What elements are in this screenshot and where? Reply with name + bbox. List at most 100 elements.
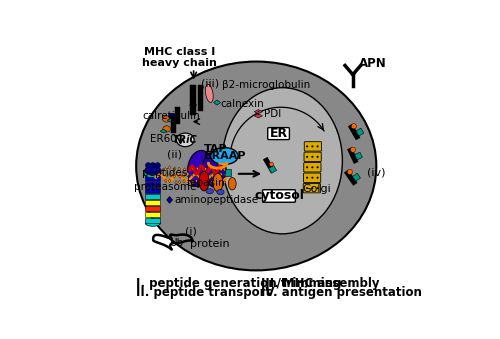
Text: PDI: PDI (264, 109, 281, 119)
Text: (iii): (iii) (202, 79, 220, 89)
Bar (146, 218, 160, 223)
Ellipse shape (168, 113, 176, 118)
Polygon shape (170, 172, 172, 177)
Circle shape (270, 162, 274, 166)
Ellipse shape (213, 173, 223, 192)
Bar (198, 85, 202, 111)
Bar (146, 212, 160, 217)
Bar (190, 85, 196, 115)
Circle shape (316, 156, 318, 158)
Ellipse shape (206, 189, 214, 194)
FancyBboxPatch shape (304, 173, 320, 182)
Circle shape (351, 124, 356, 129)
Polygon shape (220, 168, 222, 171)
Polygon shape (174, 167, 176, 171)
Circle shape (154, 163, 160, 168)
Text: I. peptide generation/trimming: I. peptide generation/trimming (136, 277, 342, 290)
Ellipse shape (136, 62, 376, 271)
Polygon shape (204, 167, 207, 171)
Text: aminopeptidase: aminopeptidase (174, 195, 258, 205)
Circle shape (348, 170, 352, 175)
Polygon shape (196, 167, 198, 171)
FancyBboxPatch shape (262, 190, 296, 202)
Text: Ub: Ub (170, 238, 183, 248)
Polygon shape (210, 167, 212, 170)
Polygon shape (213, 172, 216, 176)
FancyBboxPatch shape (303, 183, 320, 193)
Ellipse shape (163, 126, 170, 132)
Circle shape (312, 177, 314, 179)
Text: proteasome: proteasome (134, 182, 196, 192)
Polygon shape (183, 168, 186, 171)
Ellipse shape (202, 152, 226, 187)
Bar (258, 111, 259, 113)
Text: ERAAP: ERAAP (204, 151, 245, 161)
Circle shape (306, 166, 308, 168)
Circle shape (306, 145, 308, 147)
Circle shape (312, 145, 314, 147)
Polygon shape (191, 167, 194, 171)
Polygon shape (178, 174, 182, 178)
Text: peptides: peptides (142, 167, 187, 178)
Polygon shape (224, 173, 228, 177)
Bar (175, 107, 180, 124)
Bar (356, 128, 364, 136)
Ellipse shape (222, 88, 342, 234)
Polygon shape (165, 173, 168, 177)
Polygon shape (167, 118, 174, 122)
Bar (146, 194, 160, 199)
Polygon shape (166, 197, 172, 203)
Text: ER: ER (270, 127, 287, 140)
Bar (263, 157, 275, 173)
FancyBboxPatch shape (268, 127, 289, 140)
Polygon shape (223, 168, 226, 171)
Polygon shape (173, 174, 176, 178)
Polygon shape (186, 172, 190, 177)
Text: II. peptide transport: II. peptide transport (136, 286, 272, 299)
Text: calnexin: calnexin (220, 99, 264, 109)
Text: III. MHC assembly: III. MHC assembly (262, 277, 380, 290)
Bar (146, 176, 160, 181)
Polygon shape (168, 179, 171, 183)
Circle shape (146, 163, 151, 168)
Text: tapasin: tapasin (187, 178, 226, 188)
Ellipse shape (228, 177, 236, 190)
Text: TRiC: TRiC (173, 135, 198, 145)
Text: cytosol: cytosol (254, 190, 304, 202)
Polygon shape (254, 114, 262, 118)
Text: calreticulin: calreticulin (142, 111, 201, 121)
Text: ER60: ER60 (150, 134, 176, 143)
Bar (146, 200, 160, 205)
Polygon shape (210, 180, 212, 184)
Polygon shape (183, 179, 186, 183)
Polygon shape (202, 166, 205, 170)
Circle shape (312, 156, 314, 158)
Bar (172, 116, 176, 133)
Polygon shape (201, 180, 203, 184)
Polygon shape (204, 173, 208, 178)
Polygon shape (160, 129, 167, 133)
Ellipse shape (188, 151, 212, 187)
Polygon shape (220, 172, 222, 177)
FancyBboxPatch shape (304, 163, 321, 172)
Circle shape (306, 187, 308, 189)
Bar (269, 165, 276, 173)
Polygon shape (196, 179, 198, 183)
Polygon shape (216, 167, 218, 171)
Ellipse shape (176, 133, 194, 147)
Ellipse shape (162, 116, 171, 122)
FancyBboxPatch shape (304, 142, 322, 151)
Polygon shape (192, 181, 194, 184)
Text: (ii): (ii) (168, 149, 182, 159)
Circle shape (312, 187, 314, 189)
Bar (344, 170, 357, 185)
Bar (348, 147, 358, 164)
Ellipse shape (199, 171, 209, 191)
Circle shape (316, 187, 318, 189)
Text: β2-microglobulin: β2-microglobulin (222, 80, 310, 89)
Ellipse shape (206, 84, 213, 102)
Text: (i): (i) (185, 226, 197, 236)
FancyBboxPatch shape (304, 152, 321, 162)
Ellipse shape (146, 221, 160, 226)
Polygon shape (188, 166, 192, 170)
